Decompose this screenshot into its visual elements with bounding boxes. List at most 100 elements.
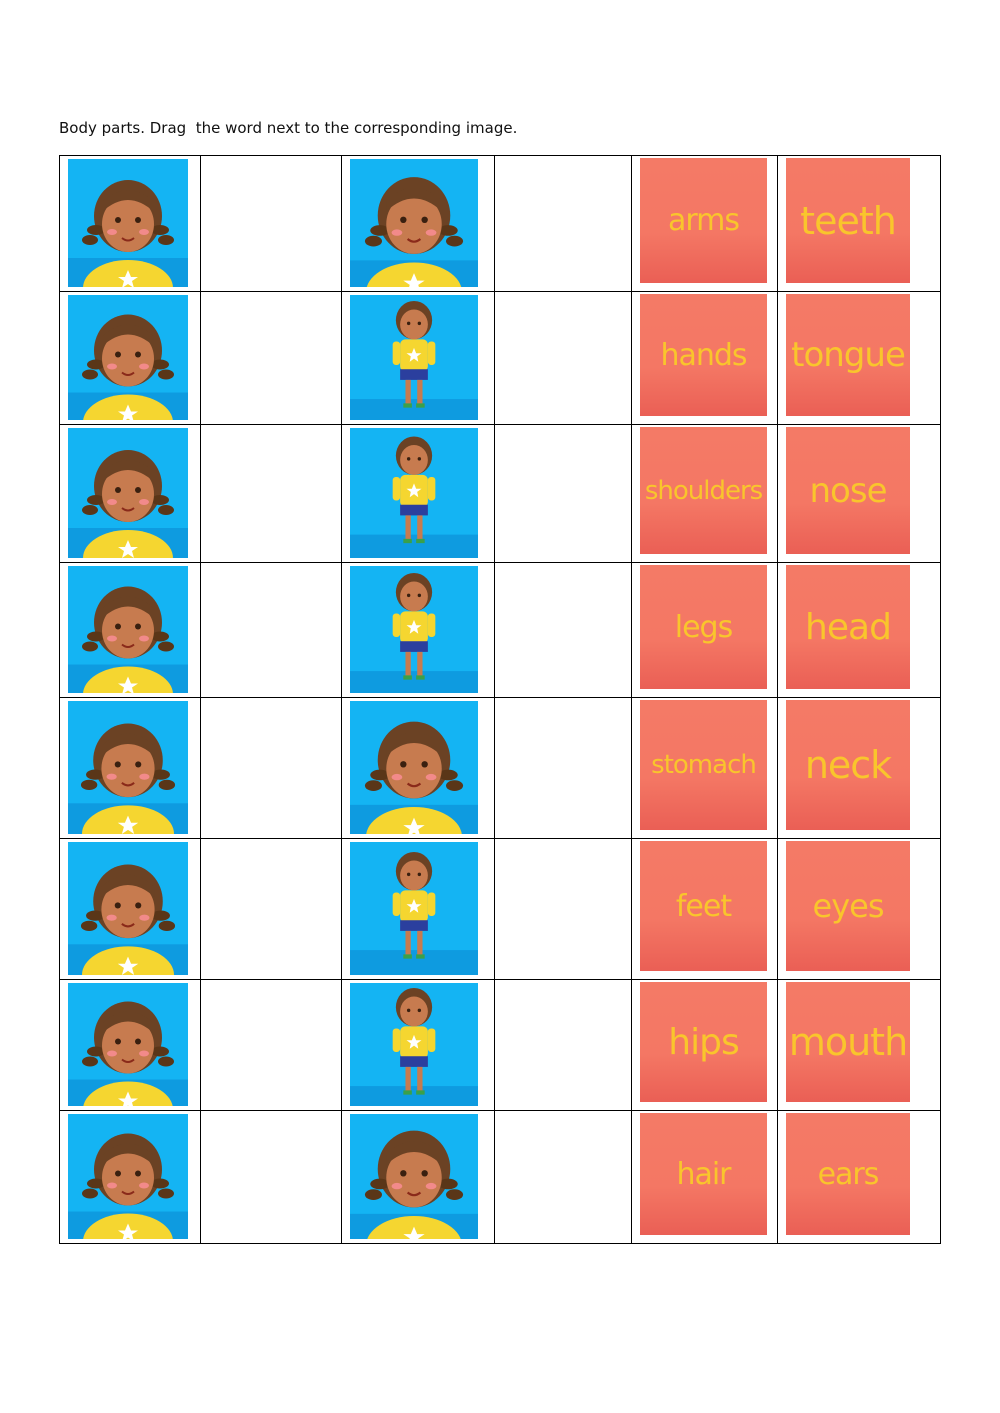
drop-zone[interactable] [494,155,632,292]
table-row: stomach neck [59,697,941,839]
picture-cell [341,562,495,698]
word-tile-cell: hair [631,1110,778,1244]
drop-zone[interactable] [200,155,342,292]
girl-open-mouth-picture [68,701,188,834]
word-tile-cell: hands [631,291,778,425]
table-row: feet eyes [59,838,941,980]
picture-cell [59,562,201,698]
word-tile-cell: ears [777,1110,941,1244]
picture-cell [59,697,201,839]
word-tile-cell: hips [631,979,778,1111]
word-tile-cell: head [777,562,941,698]
word-tile[interactable]: hands [640,294,767,416]
word-tile-label: head [805,606,892,648]
drop-zone[interactable] [494,562,632,698]
table-row: legs head [59,562,941,698]
word-tile-cell: nose [777,424,941,563]
drop-zone[interactable] [494,1110,632,1244]
word-tile-cell: teeth [777,155,941,292]
word-tile[interactable]: tongue [786,294,910,416]
word-tile-label: stomach [651,750,757,780]
picture-cell [341,291,495,425]
girl-touching-cheeks-picture [350,159,478,287]
drop-zone[interactable] [494,979,632,1111]
word-tile-cell: tongue [777,291,941,425]
word-tile[interactable]: arms [640,158,767,283]
girl-pointing-feet-picture [350,842,478,975]
matching-table: arms teeth hands tongue [59,155,941,1244]
girl-pointing-ears-picture [68,295,188,420]
word-tile-label: ears [817,1156,880,1192]
word-tile-label: nose [809,470,888,511]
word-tile[interactable]: legs [640,565,767,689]
word-tile[interactable]: head [786,565,910,689]
picture-cell [341,838,495,980]
drop-zone[interactable] [494,838,632,980]
girl-touching-head-picture [350,1114,478,1239]
girl-side-neck-picture [68,1114,188,1239]
word-tile[interactable]: ears [786,1113,910,1235]
word-tile-label: teeth [800,198,897,243]
drop-zone[interactable] [200,291,342,425]
table-row: hands tongue [59,291,941,425]
girl-showing-teeth-picture [68,842,188,975]
picture-cell [59,291,201,425]
table-row: hips mouth [59,979,941,1111]
word-tile[interactable]: hair [640,1113,767,1235]
drop-zone[interactable] [494,424,632,563]
word-tile-cell: stomach [631,697,778,839]
picture-cell [341,697,495,839]
table-row: shoulders nose [59,424,941,563]
drop-zone[interactable] [200,838,342,980]
drop-zone[interactable] [200,979,342,1111]
drop-zone[interactable] [494,291,632,425]
word-tile[interactable]: feet [640,841,767,971]
picture-cell [341,424,495,563]
word-tile-label: arms [667,203,740,238]
word-tile[interactable]: hips [640,982,767,1102]
word-tile[interactable]: nose [786,427,910,554]
word-tile-label: hips [668,1021,739,1063]
word-tile-cell: neck [777,697,941,839]
girl-touching-hips-picture [350,428,478,558]
word-tile-label: shoulders [644,475,763,506]
picture-cell [59,838,201,980]
picture-cell [341,155,495,292]
word-tile[interactable]: shoulders [640,427,767,554]
drop-zone[interactable] [200,562,342,698]
girl-bending-legs-picture [350,983,478,1106]
word-tile-cell: arms [631,155,778,292]
word-tile-label: mouth [788,1020,908,1064]
word-tile-label: neck [804,743,892,787]
word-tile[interactable]: eyes [786,841,910,971]
drop-zone[interactable] [200,1110,342,1244]
picture-cell [341,1110,495,1244]
girl-hands-down-picture [350,701,478,834]
word-tile-label: hands [660,337,747,373]
word-tile-cell: eyes [777,838,941,980]
word-tile[interactable]: mouth [786,982,910,1102]
table-row: hair ears [59,1110,941,1244]
word-tile[interactable]: stomach [640,700,767,830]
girl-pointing-nose-picture [68,566,188,693]
drop-zone[interactable] [200,424,342,563]
picture-cell [59,424,201,563]
word-tile-label: tongue [791,335,906,375]
word-tile-label: legs [674,609,733,645]
drop-zone[interactable] [494,697,632,839]
picture-cell [59,1110,201,1244]
word-tile-cell: legs [631,562,778,698]
girl-pointing-eyes-picture [68,428,188,558]
girl-touching-stomach-picture [350,295,478,420]
word-tile-label: hair [676,1156,731,1192]
picture-cell [59,979,201,1111]
word-tile[interactable]: neck [786,700,910,830]
word-tile-label: feet [675,888,732,924]
word-tile-cell: mouth [777,979,941,1111]
girl-showing-tongue-picture [68,983,188,1106]
word-tile[interactable]: teeth [786,158,910,283]
drop-zone[interactable] [200,697,342,839]
picture-cell [341,979,495,1111]
girl-arms-out-picture [350,566,478,693]
word-tile-cell: shoulders [631,424,778,563]
